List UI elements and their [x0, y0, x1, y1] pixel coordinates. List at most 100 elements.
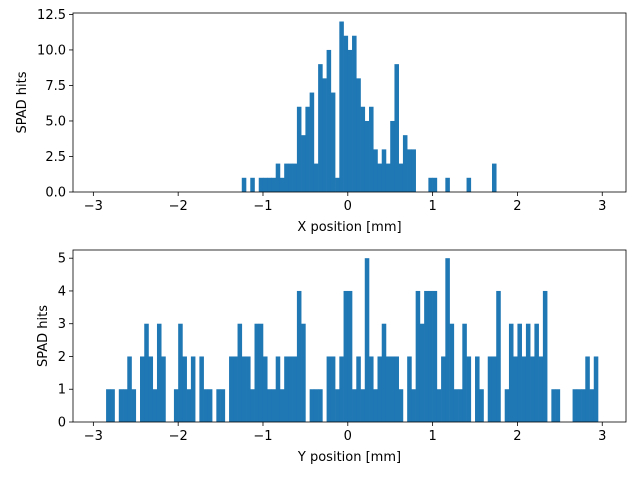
histogram-bar — [322, 78, 327, 192]
histogram-bar — [504, 389, 510, 422]
histogram-bar — [318, 64, 323, 192]
histogram-bar — [419, 323, 425, 422]
histogram-bar — [161, 356, 166, 422]
histogram-bar — [207, 389, 213, 422]
histogram-bar — [233, 356, 238, 422]
histogram-bar — [377, 356, 383, 422]
histogram-bar — [521, 356, 527, 422]
histogram-bar — [318, 389, 323, 422]
histogram-bar — [186, 389, 192, 422]
histogram-bar — [381, 323, 387, 422]
y-tick-label: 1 — [58, 383, 66, 398]
histogram-bar — [373, 149, 378, 192]
histogram-bar — [424, 290, 429, 422]
histogram-bar — [347, 290, 353, 422]
histogram-bar — [241, 177, 247, 192]
histogram-bar — [428, 177, 433, 192]
histogram-bar — [144, 323, 149, 422]
y-tick-label: 10.0 — [37, 43, 66, 58]
histogram-bar — [275, 356, 281, 422]
histogram-bar — [369, 356, 374, 422]
histogram-bar — [572, 389, 578, 422]
histogram-bar — [246, 356, 251, 422]
x-tick-label: 0 — [344, 429, 352, 444]
y-axis-label: SPAD hits — [15, 71, 30, 133]
histogram-bar — [491, 356, 497, 422]
histogram-bar — [173, 389, 179, 422]
plot-frame — [72, 12, 627, 193]
x-tick-label: 0 — [344, 199, 352, 214]
histogram-bar — [330, 356, 336, 422]
histogram-bar — [551, 389, 556, 422]
histogram-bar — [373, 389, 378, 422]
histogram-bar — [466, 177, 472, 192]
histogram-bar — [517, 323, 522, 422]
histogram-bar — [432, 290, 438, 422]
histogram-bar — [555, 389, 561, 422]
histogram-bar — [241, 356, 247, 422]
histogram-bar — [229, 356, 234, 422]
histogram-bar — [313, 389, 319, 422]
histogram-bar — [262, 177, 268, 192]
histogram-bar — [411, 389, 416, 422]
histogram-bar — [593, 356, 599, 422]
histogram-bar — [305, 106, 310, 192]
histogram-bar — [292, 163, 298, 192]
histogram-bar — [466, 356, 472, 422]
x-axis-label: Y position [mm] — [297, 450, 401, 465]
histogram-bar — [123, 389, 128, 422]
histogram-bar — [475, 356, 480, 422]
histogram-bar — [360, 389, 366, 422]
histogram-bar — [148, 356, 154, 422]
x-tick-label: 2 — [513, 429, 521, 444]
histogram-bar — [398, 163, 404, 192]
histogram-bar — [369, 106, 374, 192]
histogram-bar — [343, 35, 349, 193]
histogram-bar — [407, 356, 412, 422]
histogram-bar — [309, 389, 315, 422]
x-tick-label: −1 — [253, 429, 272, 444]
histogram-bar — [110, 389, 115, 422]
y-tick-label: 4 — [58, 284, 66, 299]
histogram-bar — [326, 356, 332, 422]
histogram-bar — [254, 323, 260, 422]
x-tick-label: 1 — [428, 199, 436, 214]
histogram-bar — [279, 389, 285, 422]
histogram-bar — [415, 290, 421, 422]
histogram-bar — [445, 258, 450, 422]
histogram-bar — [284, 163, 289, 192]
histogram-bar — [250, 389, 255, 422]
x-tick-label: 2 — [513, 199, 521, 214]
histogram-bar — [407, 149, 412, 192]
y-tick-label: 0.0 — [45, 186, 66, 201]
histogram-bar — [343, 290, 349, 422]
histogram-bar — [309, 92, 315, 192]
x-tick-label: 3 — [598, 199, 606, 214]
histogram-bar — [411, 149, 416, 192]
y-hist-bars — [106, 258, 599, 422]
histogram-bar — [394, 64, 399, 192]
histogram-bar — [326, 49, 332, 192]
histogram-bar — [385, 163, 391, 192]
histogram-bar — [347, 49, 353, 192]
y-tick-label: 0 — [58, 416, 66, 431]
histogram-bar — [271, 389, 277, 422]
histogram-bar — [398, 389, 404, 422]
y-tick-label: 2 — [58, 350, 66, 365]
histogram-bar — [441, 356, 446, 422]
histogram-bar — [356, 356, 361, 422]
x-tick-label: −2 — [169, 429, 188, 444]
histogram-bar — [458, 389, 463, 422]
histogram-bar — [589, 389, 595, 422]
histogram-bar — [335, 389, 340, 422]
histogram-bar — [271, 177, 277, 192]
histogram-bar — [364, 120, 370, 192]
histogram-bar — [140, 356, 145, 422]
histogram-bar — [156, 323, 162, 422]
histogram-bar — [279, 177, 285, 192]
histogram-bar — [288, 356, 293, 422]
x-axis-label: X position [mm] — [297, 220, 401, 235]
y-axis-label: SPAD hits — [36, 305, 51, 367]
histogram-bar — [449, 323, 455, 422]
